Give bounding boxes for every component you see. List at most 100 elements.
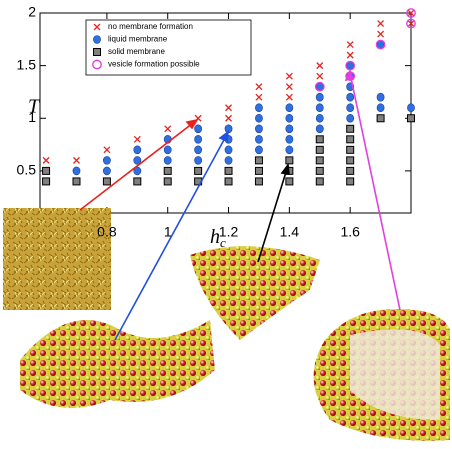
- point: [316, 72, 324, 80]
- y-tick-label: 2: [28, 4, 36, 20]
- point: [285, 103, 294, 113]
- x-tick-label: 1: [164, 224, 172, 240]
- point: [224, 177, 233, 186]
- point: [194, 156, 203, 165]
- point: [285, 93, 293, 101]
- legend: no membrane formation liquid membrane soli…: [85, 19, 252, 76]
- point: [133, 135, 141, 143]
- point: [285, 113, 294, 123]
- point: [224, 156, 233, 165]
- point: [316, 62, 324, 70]
- arrow-head-magenta: [344, 68, 355, 81]
- point: [285, 124, 294, 134]
- legend-label: no membrane formation: [108, 22, 193, 31]
- point: [346, 41, 354, 49]
- point: [314, 81, 325, 92]
- point: [224, 166, 233, 175]
- point: [224, 145, 233, 155]
- point: [346, 156, 355, 165]
- point: [406, 18, 416, 29]
- legend-swatch: [93, 23, 101, 31]
- point: [346, 124, 355, 133]
- point: [346, 135, 355, 144]
- point: [254, 156, 263, 165]
- point: [315, 135, 324, 144]
- point: [194, 145, 203, 155]
- x-tick-label: 1.6: [340, 224, 360, 240]
- point: [194, 135, 203, 144]
- point: [315, 166, 324, 175]
- point: [164, 125, 172, 133]
- point: [376, 103, 385, 113]
- point: [377, 30, 385, 38]
- point: [315, 103, 324, 113]
- point: [346, 166, 355, 175]
- y-axis-label: T: [28, 96, 41, 118]
- point: [254, 177, 263, 186]
- point: [255, 124, 263, 134]
- arrow-blue: [114, 137, 226, 341]
- point: [255, 83, 263, 91]
- point: [42, 156, 50, 164]
- point: [163, 177, 172, 186]
- point: [346, 145, 355, 154]
- legend-box: [85, 19, 252, 76]
- insets: [3, 208, 450, 441]
- inset-solid-membrane: [190, 246, 320, 340]
- point: [163, 145, 172, 155]
- inset-no-membrane: [3, 208, 111, 310]
- legend-label: vesicle formation possible: [108, 60, 200, 69]
- point: [285, 145, 294, 155]
- y-tick-label: 1.5: [17, 56, 37, 72]
- point: [225, 104, 233, 112]
- legend-swatch: [93, 48, 101, 56]
- point: [377, 20, 385, 27]
- point: [194, 124, 203, 134]
- point: [346, 113, 355, 123]
- legend-swatch: [93, 35, 101, 44]
- point: [315, 156, 324, 165]
- point: [103, 166, 111, 176]
- x-axis-label-sub: c: [220, 235, 226, 250]
- legend-swatch: [92, 59, 102, 70]
- point: [346, 177, 355, 186]
- point: [103, 156, 111, 165]
- point: [376, 114, 385, 123]
- point: [285, 83, 293, 91]
- point: [407, 114, 415, 123]
- point: [163, 156, 172, 165]
- point: [42, 177, 51, 186]
- y-tick-label: 0.5: [17, 162, 37, 178]
- arrow-head-black: [280, 162, 290, 175]
- point: [315, 124, 324, 134]
- point: [346, 51, 354, 59]
- point: [254, 166, 263, 175]
- arrow-red: [79, 122, 194, 211]
- point: [72, 177, 81, 186]
- x-tick-label: 1.4: [280, 224, 300, 240]
- point: [133, 166, 142, 176]
- x-axis-label: hc: [210, 226, 226, 250]
- point: [285, 135, 294, 144]
- arrows: [79, 68, 401, 341]
- point: [73, 156, 80, 164]
- point: [255, 135, 263, 144]
- point: [285, 72, 293, 80]
- point: [407, 9, 415, 17]
- point: [255, 145, 263, 155]
- point: [315, 113, 324, 123]
- point: [133, 177, 142, 186]
- x-tick-label: 0.8: [97, 224, 117, 240]
- point: [42, 166, 51, 175]
- arrow-black: [257, 171, 287, 263]
- arrow-magenta: [350, 77, 401, 311]
- point: [315, 145, 324, 154]
- point: [376, 92, 385, 102]
- x-axis-label-main: h: [210, 226, 220, 248]
- point: [102, 177, 111, 186]
- x-tick-label: 1.2: [219, 224, 239, 240]
- point: [133, 156, 142, 165]
- point: [315, 92, 324, 102]
- legend-label: solid membrane: [108, 47, 165, 56]
- point: [406, 8, 416, 18]
